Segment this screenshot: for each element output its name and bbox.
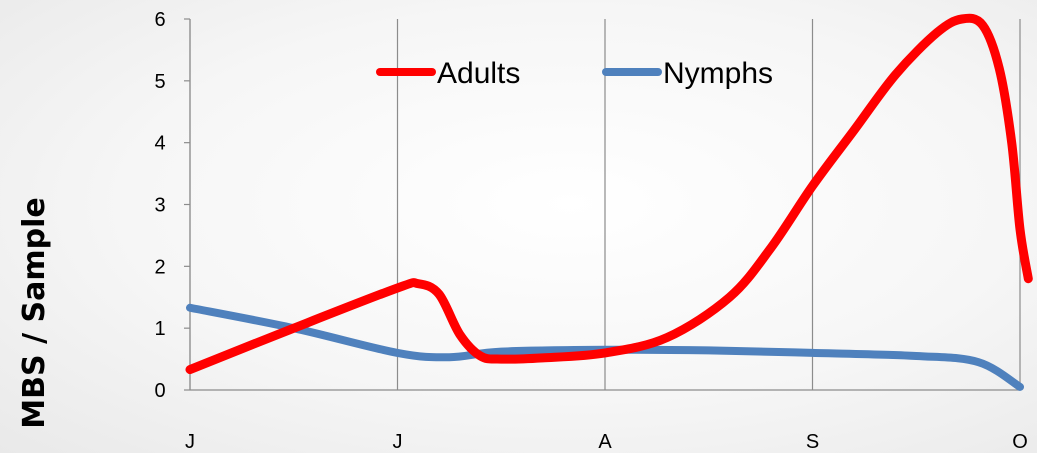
x-tick-label: A [598, 431, 612, 453]
y-axis-title: MBS / Sample [17, 197, 52, 428]
y-tick-label: 1 [154, 318, 165, 340]
y-tick-label: 2 [154, 256, 165, 278]
legend-label-nymphs: Nymphs [663, 57, 773, 90]
tick-labels: 0 1 2 3 4 5 6 J J A S O [154, 9, 1027, 453]
y-tick-label: 6 [154, 9, 165, 31]
series-line-adults [185, 13, 1033, 375]
legend-item-nymphs: Nymphs [602, 57, 773, 90]
x-tick-label: J [393, 431, 403, 453]
axes [184, 18, 1020, 391]
legend: Adults Nymphs [376, 57, 773, 90]
legend-label-adults: Adults [437, 57, 520, 90]
y-tick-label: 5 [154, 71, 165, 93]
y-tick-label: 3 [154, 195, 165, 217]
y-tick-label: 0 [154, 380, 165, 402]
x-tick-label: O [1012, 431, 1028, 453]
legend-item-adults: Adults [376, 57, 520, 90]
series [185, 13, 1033, 391]
y-tick-label: 4 [154, 133, 165, 155]
x-tick-label: S [806, 431, 819, 453]
x-tick-label: J [185, 431, 195, 453]
